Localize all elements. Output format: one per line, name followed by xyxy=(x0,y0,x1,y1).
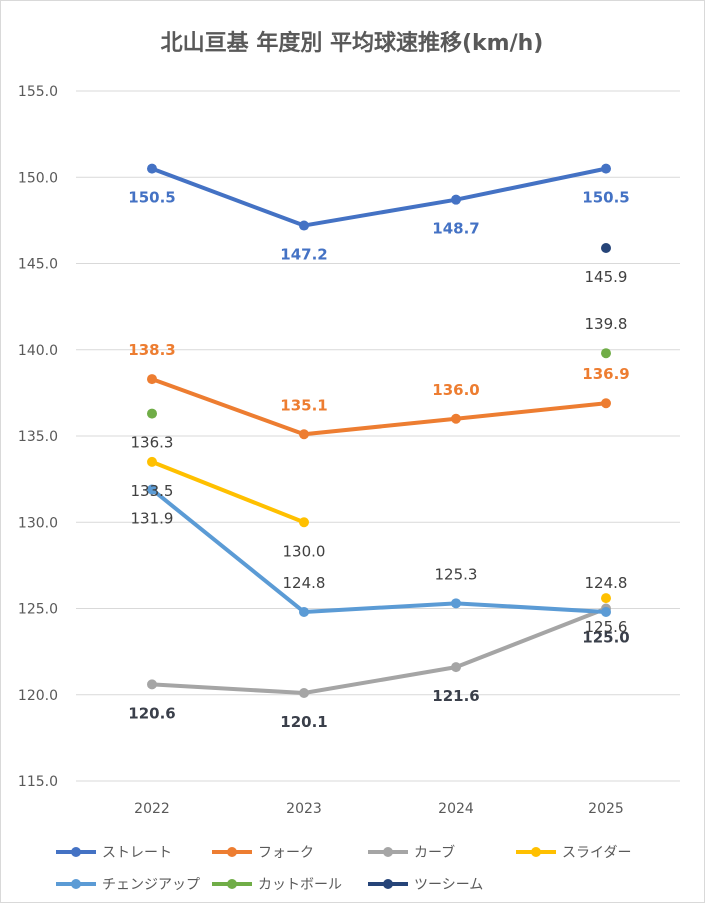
y-axis-ticks: 115.0 120.0 125.0 130.0 135.0 140.0 145.0 150.0… xyxy=(18,84,58,790)
data-point xyxy=(451,413,461,424)
series-lines xyxy=(150,166,608,696)
legend-label: カットボール xyxy=(258,877,342,893)
data-label: 120.1 xyxy=(280,713,327,731)
legend-marker xyxy=(227,847,237,857)
data-point xyxy=(147,374,157,385)
data-label: 136.3 xyxy=(131,434,174,452)
data-label: 125.6 xyxy=(585,618,628,636)
data-point xyxy=(299,606,309,617)
data-label: 147.2 xyxy=(280,246,327,264)
data-point xyxy=(299,429,309,440)
legend-marker xyxy=(531,847,541,857)
legend-marker xyxy=(71,847,81,857)
series-line xyxy=(150,166,608,228)
data-point xyxy=(299,517,309,528)
data-labels: 150.5 147.2 148.7 150.5 138.3 135.1 136.0 136.9… xyxy=(128,189,629,731)
y-tick-label: 120.0 xyxy=(18,688,58,704)
data-point xyxy=(147,679,157,690)
data-label: 136.9 xyxy=(582,365,629,383)
y-tick-label: 155.0 xyxy=(18,84,58,100)
data-label: 150.5 xyxy=(128,189,175,207)
series-line xyxy=(150,487,608,614)
data-point xyxy=(601,593,611,604)
x-tick-label: 2023 xyxy=(286,801,322,817)
data-point xyxy=(451,662,461,673)
data-point xyxy=(147,163,157,174)
x-axis-ticks: 2022 2023 2024 2025 xyxy=(134,801,624,817)
data-point xyxy=(601,242,611,253)
data-label: 133.5 xyxy=(131,482,174,500)
data-label: 124.8 xyxy=(283,574,326,592)
data-label: 121.6 xyxy=(432,687,479,705)
y-tick-label: 125.0 xyxy=(18,602,58,618)
data-point xyxy=(451,194,461,205)
chart-title: 北山亘基 年度別 平均球速推移(km/h) xyxy=(161,30,544,56)
y-tick-label: 130.0 xyxy=(18,515,58,531)
data-label: 148.7 xyxy=(432,220,479,238)
x-tick-label: 2025 xyxy=(588,801,624,817)
data-label: 120.6 xyxy=(128,704,175,722)
data-label: 150.5 xyxy=(582,189,629,207)
data-point xyxy=(147,408,157,419)
data-point xyxy=(299,688,309,699)
data-point xyxy=(601,398,611,409)
legend-marker xyxy=(383,847,393,857)
data-label: 125.3 xyxy=(435,565,478,583)
x-tick-label: 2022 xyxy=(134,801,170,817)
data-point xyxy=(601,163,611,174)
data-label: 125.0 xyxy=(582,629,629,647)
legend-label: フォーク xyxy=(258,845,314,861)
legend-label: カーブ xyxy=(414,844,455,861)
gridlines xyxy=(76,90,680,782)
legend-label: ツーシーム xyxy=(414,877,483,893)
data-point xyxy=(451,598,461,609)
legend-label: ストレート xyxy=(102,845,172,861)
series-line xyxy=(150,377,608,437)
y-tick-label: 140.0 xyxy=(18,343,58,359)
series-line xyxy=(152,462,606,598)
data-point xyxy=(601,348,611,359)
data-label: 145.9 xyxy=(585,268,628,286)
y-tick-label: 115.0 xyxy=(18,774,58,790)
y-tick-label: 135.0 xyxy=(18,429,58,445)
legend-label: チェンジアップ xyxy=(102,877,200,893)
y-tick-label: 150.0 xyxy=(18,170,58,186)
x-tick-label: 2024 xyxy=(438,801,474,817)
data-label: 139.8 xyxy=(585,315,628,333)
data-label: 135.1 xyxy=(280,396,327,414)
data-point xyxy=(147,456,157,467)
series-line xyxy=(150,606,608,696)
data-label: 131.9 xyxy=(131,509,174,527)
legend-marker xyxy=(383,879,393,889)
data-label: 138.3 xyxy=(128,341,175,359)
series-points xyxy=(147,163,611,699)
data-point xyxy=(147,484,157,495)
data-label: 124.8 xyxy=(585,574,628,592)
data-point xyxy=(601,606,611,617)
data-label: 136.0 xyxy=(432,381,479,399)
legend-marker xyxy=(227,879,237,889)
data-point xyxy=(299,220,309,231)
data-label: 130.0 xyxy=(283,542,326,560)
legend-label: スライダー xyxy=(562,845,631,861)
legend-marker xyxy=(71,879,81,889)
y-tick-label: 145.0 xyxy=(18,257,58,273)
